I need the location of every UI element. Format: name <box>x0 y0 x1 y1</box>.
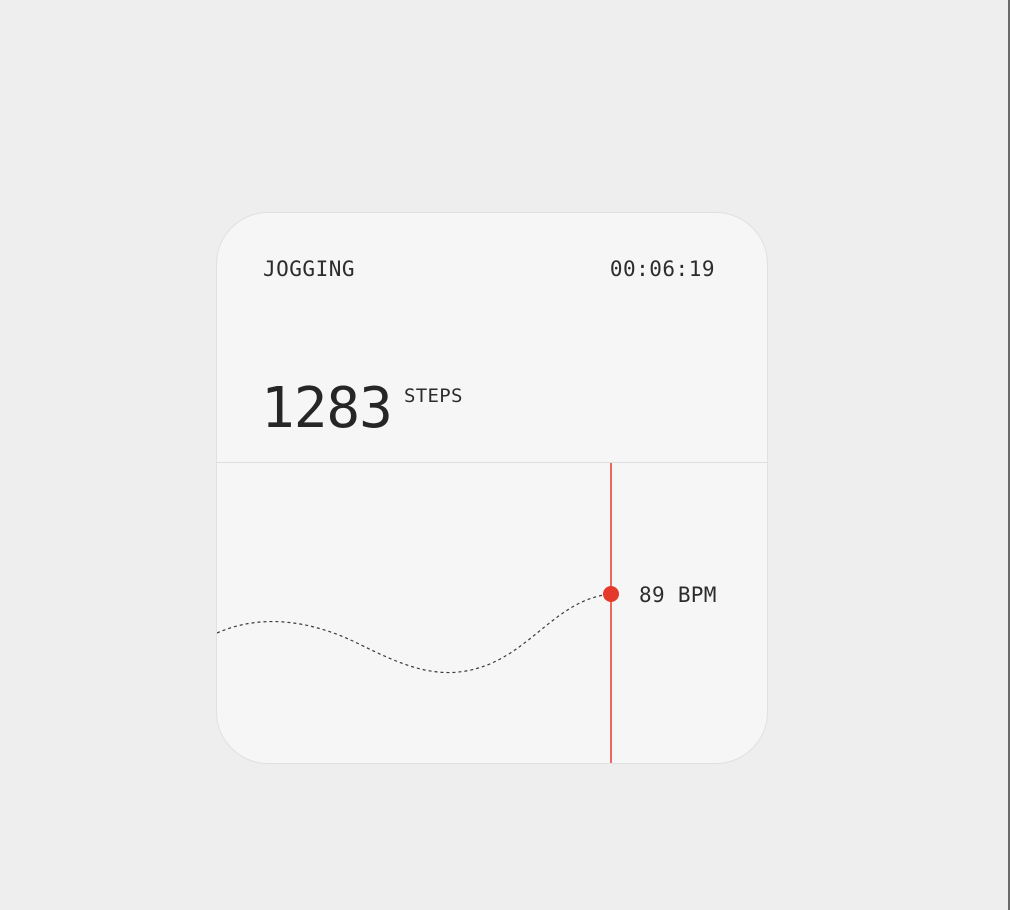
heart-rate-graph <box>217 463 619 763</box>
heart-rate-label: 89 BPM <box>639 583 717 607</box>
heart-rate-trace <box>217 593 613 674</box>
section-divider <box>217 462 767 463</box>
elapsed-timer: 00:06:19 <box>609 257 715 281</box>
current-heart-rate-dot <box>603 586 619 602</box>
workout-card: JOGGING 00:06:19 1283 STEPS 89 BPM <box>216 212 768 764</box>
steps-value: 1283 <box>261 376 393 441</box>
window-edge <box>1008 0 1010 910</box>
activity-label: JOGGING <box>263 257 356 281</box>
steps-unit: STEPS <box>404 385 463 407</box>
